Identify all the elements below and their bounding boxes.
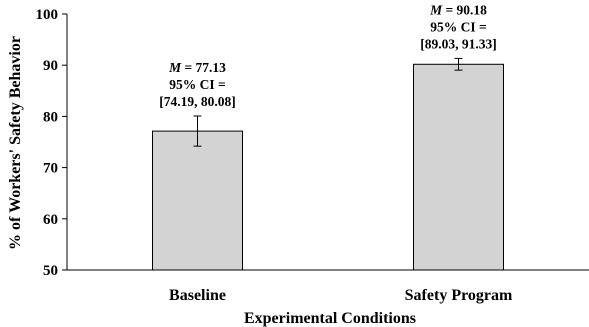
y-tick-label: 50 xyxy=(43,263,58,279)
ci-range-annotation: [74.19, 80.08] xyxy=(159,94,236,109)
y-axis-title: % of Workers' Safety Behavior xyxy=(7,36,24,250)
x-axis-categories: Baseline Safety Program xyxy=(169,287,513,304)
mean-annotation: M = 77.13 xyxy=(168,60,226,75)
y-tick-label: 90 xyxy=(43,58,58,74)
bars xyxy=(152,57,504,271)
x-tick-label: Baseline xyxy=(169,287,226,304)
mean-annotation: M = 90.18 xyxy=(429,2,487,17)
bar xyxy=(413,63,504,271)
ci-range-annotation: [89.03, 91.33] xyxy=(420,36,497,51)
axes xyxy=(66,14,589,271)
ci-label-annotation: 95% CI = xyxy=(169,77,225,92)
annotations: M = 77.13 95% CI = [74.19, 80.08] M = 90.18… xyxy=(159,2,497,109)
x-tick-label: Safety Program xyxy=(405,287,513,304)
ci-label-annotation: 95% CI = xyxy=(430,19,486,34)
bar xyxy=(152,130,243,271)
x-axis-title: Experimental Conditions xyxy=(244,310,416,327)
y-axis-ticks: 50 60 70 80 90 100 xyxy=(36,7,67,279)
y-tick-label: 70 xyxy=(43,161,58,177)
y-tick-label: 80 xyxy=(43,109,58,125)
y-tick-label: 100 xyxy=(36,7,59,23)
y-tick-label: 60 xyxy=(43,212,58,228)
